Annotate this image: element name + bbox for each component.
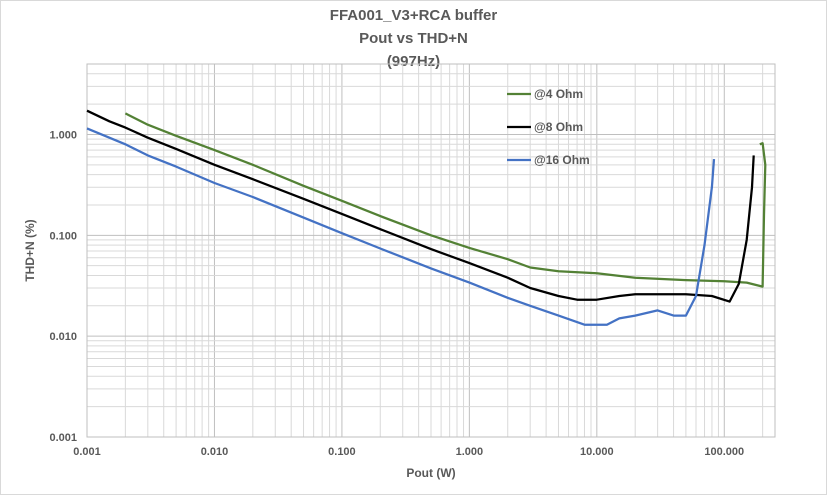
series-line <box>124 112 767 288</box>
x-tick-label: 0.001 <box>73 446 101 458</box>
y-tick-label: 0.010 <box>49 331 77 343</box>
x-axis-title: Pout (W) <box>406 466 455 480</box>
legend: @4 Ohm @8 Ohm @16 Ohm <box>507 87 590 167</box>
tick-labels: 0.001 0.010 0.100 1.000 10.000 100.000 0.001 0.… <box>49 129 744 458</box>
y-tick-label: 0.001 <box>49 432 77 444</box>
legend-label: @4 Ohm <box>534 87 583 101</box>
y-axis-title: THD+N (%) <box>23 219 37 281</box>
x-tick-label: 0.010 <box>201 446 229 458</box>
series-line <box>86 109 755 303</box>
series-lines <box>86 109 767 326</box>
x-tick-label: 100.000 <box>704 446 744 458</box>
legend-label: @16 Ohm <box>534 153 590 167</box>
plot-area-border <box>86 63 776 438</box>
chart-subtitle-frequency: (997Hz) <box>386 53 441 70</box>
series-line <box>86 127 716 326</box>
y-tick-label: 0.100 <box>49 230 77 242</box>
x-tick-label: 0.100 <box>328 446 356 458</box>
legend-label: @8 Ohm <box>534 120 583 134</box>
y-tick-label: 1.000 <box>49 129 77 141</box>
chart-subtitle: Pout vs THD+N <box>359 30 468 47</box>
chart-title: FFA001_V3+RCA buffer <box>329 7 498 24</box>
x-tick-label: 1.000 <box>456 446 484 458</box>
x-tick-label: 10.000 <box>580 446 614 458</box>
grid-lines <box>86 63 775 438</box>
